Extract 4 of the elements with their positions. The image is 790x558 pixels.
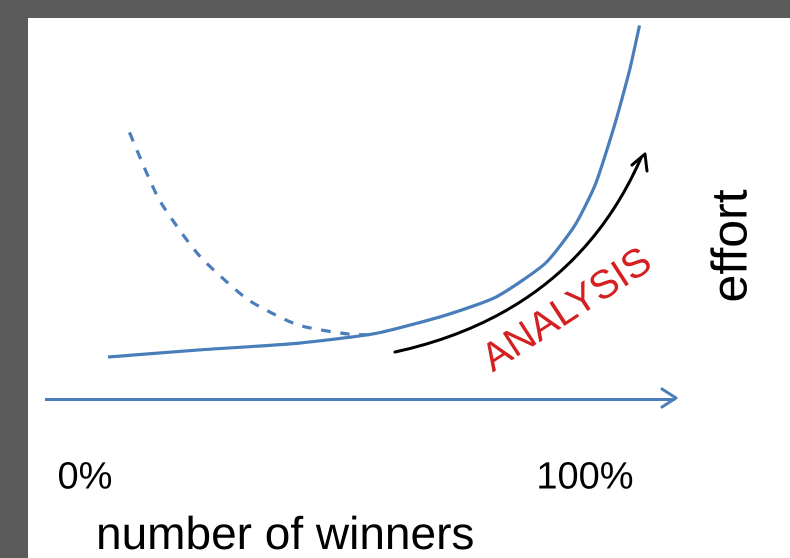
x-tick-label: 100% — [536, 456, 634, 498]
y-axis-title: effort — [702, 189, 758, 302]
x-axis-title: number of winners — [96, 507, 474, 558]
x-tick-label: 0% — [58, 456, 112, 498]
